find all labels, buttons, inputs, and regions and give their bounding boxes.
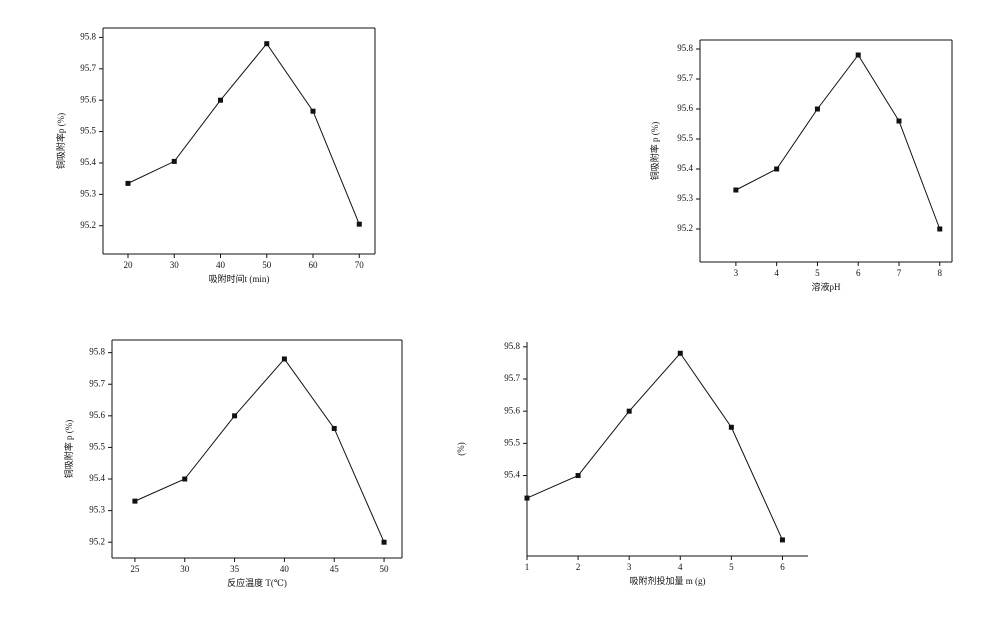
y-tick-label: 95.3: [677, 193, 693, 203]
y-tick-label: 95.5: [677, 133, 693, 143]
y-tick-label: 95.2: [89, 536, 105, 546]
x-tick-label: 25: [130, 564, 140, 574]
data-point: [132, 498, 138, 504]
y-tick-label: 95.3: [89, 505, 105, 515]
y-tick-label: 95.3: [80, 188, 96, 198]
x-axis-title: 吸附剂投加量 m (g): [630, 575, 706, 586]
x-tick-label: 45: [330, 564, 340, 574]
x-tick-label: 50: [262, 260, 272, 270]
y-tick-label: 95.4: [80, 157, 96, 167]
data-line: [127, 42, 360, 225]
data-point: [217, 97, 223, 103]
y-tick-label: 95.2: [677, 223, 693, 233]
data-point: [774, 166, 780, 172]
data-point: [171, 158, 177, 164]
y-tick-label: 95.2: [80, 220, 96, 230]
x-tick-label: 60: [309, 260, 319, 270]
y-tick-label: 95.4: [504, 470, 520, 480]
y-tick-label: 95.6: [89, 410, 105, 420]
y-tick-label: 95.8: [80, 31, 96, 41]
data-point: [182, 476, 188, 482]
x-tick-label: 35: [230, 564, 240, 574]
data-point: [232, 413, 238, 419]
y-tick-label: 95.6: [677, 103, 693, 113]
y-tick-label: 95.6: [80, 94, 96, 104]
y-tick-label: 95.7: [677, 73, 693, 83]
x-tick-label: 40: [280, 564, 290, 574]
data-point: [937, 226, 943, 232]
x-tick-label: 4: [678, 562, 683, 572]
x-tick-label: 6: [780, 562, 785, 572]
data-point: [575, 473, 581, 479]
data-line: [735, 54, 941, 230]
x-tick-label: 20: [123, 260, 133, 270]
data-point: [779, 537, 785, 543]
y-tick-label: 95.8: [504, 341, 520, 351]
y-tick-label: 95.5: [80, 126, 96, 136]
x-tick-label: 1: [525, 562, 530, 572]
y-axis-title: (%): [456, 442, 466, 456]
y-tick-label: 95.7: [80, 63, 96, 73]
x-tick-label: 30: [170, 260, 180, 270]
y-axis-title: 铜吸附率 p (%): [649, 122, 660, 181]
data-point: [677, 350, 683, 356]
x-tick-label: 4: [774, 268, 779, 278]
y-tick-label: 95.7: [89, 378, 105, 388]
x-tick-label: 5: [815, 268, 820, 278]
y-tick-label: 95.6: [504, 405, 520, 415]
x-tick-label: 8: [938, 268, 943, 278]
x-axis-title: 溶液pH: [812, 281, 842, 292]
data-line: [134, 358, 385, 543]
x-tick-label: 3: [627, 562, 632, 572]
x-tick-label: 7: [897, 268, 902, 278]
data-point: [524, 495, 530, 501]
data-point: [264, 41, 270, 47]
y-tick-label: 95.7: [504, 373, 520, 383]
data-point: [356, 221, 362, 227]
y-tick-label: 95.5: [504, 437, 520, 447]
data-point: [381, 539, 387, 545]
y-tick-label: 95.5: [89, 441, 105, 451]
x-tick-label: 50: [380, 564, 390, 574]
x-tick-label: 70: [355, 260, 365, 270]
x-axis-title: 吸附时间t (min): [209, 273, 270, 284]
y-axis-title: 铜吸附率p (%): [55, 113, 66, 169]
x-tick-label: 2: [576, 562, 581, 572]
data-point: [626, 408, 632, 414]
y-tick-label: 95.8: [677, 43, 693, 53]
y-tick-label: 95.8: [89, 347, 105, 357]
data-point: [331, 425, 337, 431]
data-point: [814, 106, 820, 112]
x-tick-label: 5: [729, 562, 734, 572]
y-tick-label: 95.4: [677, 163, 693, 173]
data-point: [728, 424, 734, 430]
data-point: [125, 180, 131, 186]
y-axis-title: 铜吸附率 p (%): [63, 420, 74, 479]
y-tick-label: 95.4: [89, 473, 105, 483]
data-point: [310, 108, 316, 114]
data-point: [733, 187, 739, 193]
x-tick-label: 30: [180, 564, 190, 574]
data-point: [281, 356, 287, 362]
x-tick-label: 6: [856, 268, 861, 278]
x-axis-title: 反应温度 T(℃): [227, 577, 287, 588]
data-point: [896, 118, 902, 124]
data-line: [526, 352, 783, 541]
data-point: [855, 52, 861, 58]
x-tick-label: 3: [734, 268, 739, 278]
x-tick-label: 40: [216, 260, 226, 270]
